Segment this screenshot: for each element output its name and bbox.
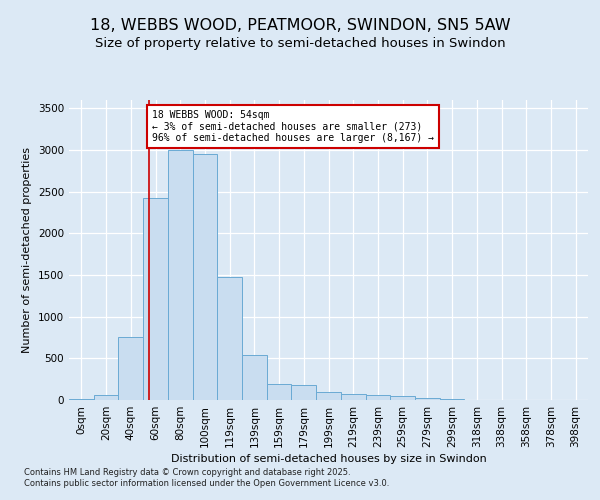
Bar (118, 336, 143, 400)
Bar (143, 198, 168, 400)
Bar (415, 398, 440, 400)
Bar (94, 396, 118, 400)
Bar (365, 395, 390, 400)
Bar (341, 394, 365, 400)
Bar (267, 384, 292, 400)
Text: 18 WEBBS WOOD: 54sqm
← 3% of semi-detached houses are smaller (273)
96% of semi-: 18 WEBBS WOOD: 54sqm ← 3% of semi-detach… (152, 110, 434, 143)
Text: Contains HM Land Registry data © Crown copyright and database right 2025.
Contai: Contains HM Land Registry data © Crown c… (24, 468, 389, 487)
Y-axis label: Number of semi-detached properties: Number of semi-detached properties (22, 147, 32, 353)
Bar (242, 354, 267, 400)
Bar (69, 399, 94, 400)
Bar (316, 392, 341, 400)
Bar (217, 276, 242, 400)
Bar (292, 384, 316, 400)
Text: Size of property relative to semi-detached houses in Swindon: Size of property relative to semi-detach… (95, 38, 505, 51)
Bar (390, 396, 415, 400)
Bar (168, 150, 193, 400)
X-axis label: Distribution of semi-detached houses by size in Swindon: Distribution of semi-detached houses by … (170, 454, 487, 464)
Text: 18, WEBBS WOOD, PEATMOOR, SWINDON, SN5 5AW: 18, WEBBS WOOD, PEATMOOR, SWINDON, SN5 5… (89, 18, 511, 32)
Bar (440, 399, 464, 400)
Bar (193, 154, 217, 400)
